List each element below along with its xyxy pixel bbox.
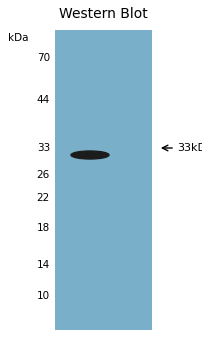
Text: 70: 70 bbox=[37, 53, 50, 63]
Text: Western Blot: Western Blot bbox=[59, 7, 147, 21]
Text: 14: 14 bbox=[37, 260, 50, 270]
Text: 44: 44 bbox=[37, 95, 50, 105]
Text: kDa: kDa bbox=[8, 33, 28, 43]
Ellipse shape bbox=[71, 151, 108, 159]
Text: 33: 33 bbox=[37, 143, 50, 153]
Text: 33kDa: 33kDa bbox=[176, 143, 202, 153]
Text: 26: 26 bbox=[37, 170, 50, 180]
Text: 18: 18 bbox=[37, 223, 50, 233]
Bar bbox=[55, 30, 151, 330]
Text: 22: 22 bbox=[37, 193, 50, 203]
Text: 10: 10 bbox=[37, 291, 50, 301]
